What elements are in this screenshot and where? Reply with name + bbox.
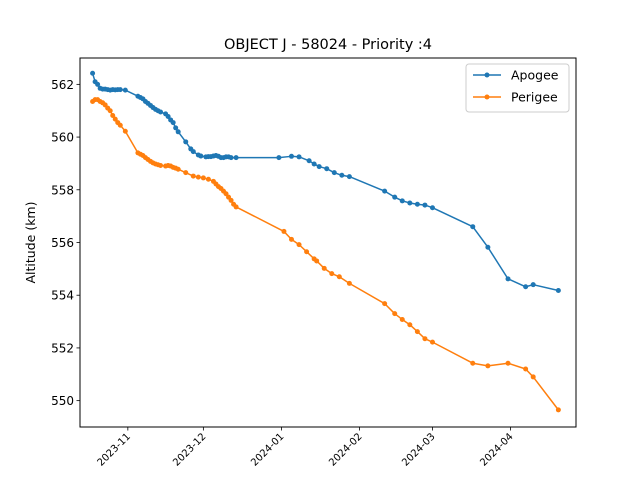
perigee-point [117,122,123,128]
perigee-point [346,280,352,286]
legend: Apogee Perigee [465,63,570,113]
perigee-point [422,336,428,342]
perigee-point [110,112,116,118]
perigee-point [523,366,529,372]
apogee-point [276,155,282,161]
y-tick-label: 552 [51,341,74,355]
perigee-point [392,311,398,317]
apogee-point [306,158,312,164]
series-layer [90,70,561,413]
apogee-point [470,224,476,230]
perigee-point [530,374,536,380]
apogee-point [485,244,491,250]
perigee-point [205,176,211,182]
apogee-point [296,154,302,160]
perigee-point [183,170,189,176]
chart-title: OBJECT J - 58024 - Priority :4 [224,37,432,53]
series-apogee [90,70,561,293]
apogee-point [399,198,405,204]
legend-perigee-marker [484,94,490,100]
apogee-point [90,70,96,76]
apogee-point [392,194,398,200]
apogee-point [523,284,529,290]
apogee-point [165,114,171,120]
apogee-point [316,164,322,170]
apogee-point [173,125,179,131]
apogee-point [175,129,181,135]
perigee-point [296,242,302,248]
y-tick-label: 558 [51,183,74,197]
perigee-point [407,322,413,328]
perigee-point [200,175,206,181]
perigee-point [158,163,164,169]
perigee-point [314,258,320,264]
perigee-point [304,249,310,255]
apogee-point [288,153,294,159]
apogee-point [339,172,345,178]
y-tick-label: 556 [51,236,74,250]
perigee-point [228,197,234,203]
apogee-point [324,166,330,172]
apogee-point [183,139,189,145]
y-tick-label: 560 [51,131,74,145]
perigee-point [223,191,229,197]
apogee-point [429,205,435,211]
perigee-point [336,274,342,280]
apogee-point [382,188,388,194]
apogee-point [158,109,164,115]
apogee-point [117,87,123,93]
apogee-point [198,153,204,159]
apogee-point [505,276,511,282]
apogee-point [190,149,196,155]
perigee-point [555,407,561,413]
apogee-point [407,200,413,206]
apogee-point [331,170,337,176]
legend-perigee-label: Perigee [511,90,558,105]
apogee-point [530,282,536,288]
perigee-point [281,228,287,234]
plot-frame [79,57,577,428]
perigee-point [470,360,476,366]
plot-area [80,58,576,427]
apogee-point [346,174,352,180]
apogee-point [414,201,420,207]
legend-box [465,63,570,113]
perigee-point [190,173,196,179]
y-tick-label: 554 [51,289,74,303]
perigee-point [175,166,181,172]
apogee-point [555,287,561,293]
perigee-point [233,204,239,210]
legend-apogee-label: Apogee [511,68,559,83]
apogee-point [122,87,128,93]
perigee-point [429,339,435,345]
perigee-point [195,174,201,180]
apogee-point [170,120,176,126]
perigee-point [329,271,335,277]
perigee-point [505,360,511,366]
perigee-point [288,236,294,242]
y-tick-label: 562 [51,78,74,92]
series-perigee [90,97,561,413]
apogee-point [95,81,101,87]
y-axis-label: Altitude (km) [23,202,38,284]
perigee-point [399,316,405,322]
perigee-point [382,301,388,307]
apogee-point [422,202,428,208]
legend-apogee-marker [484,72,490,78]
perigee-point [122,128,128,134]
apogee-point [228,155,234,161]
perigee-point [485,363,491,369]
perigee-point [107,108,113,114]
y-tick-label: 550 [51,394,74,408]
perigee-point [414,329,420,335]
perigee-point [321,265,327,271]
perigee-point [112,116,118,122]
apogee-point [311,161,317,167]
apogee-point [233,155,239,161]
